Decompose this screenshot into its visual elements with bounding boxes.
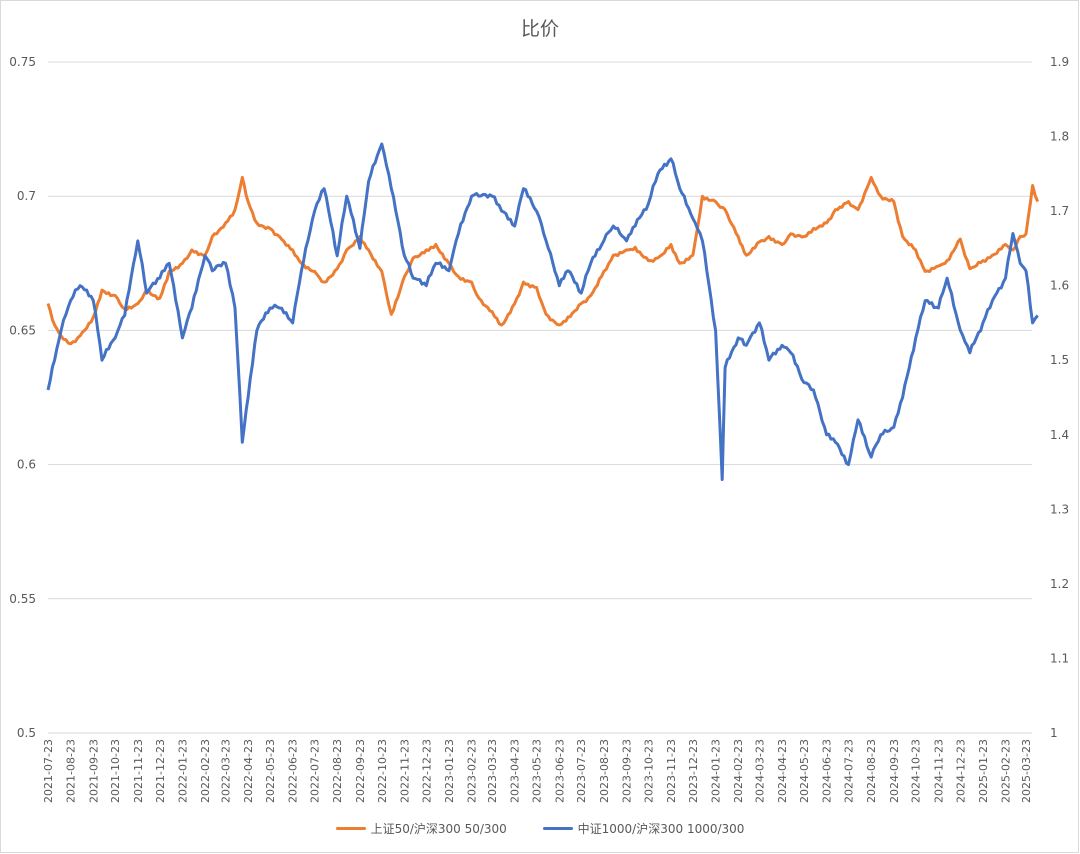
right-tick-label: 1.6 — [1050, 279, 1069, 293]
x-tick-label: 2024-03-23 — [753, 739, 766, 803]
x-axis: 2021-07-23 2021-08-23 2021-09-23 2021-10-23… — [42, 739, 1033, 803]
x-tick-label: 2024-12-23 — [954, 739, 967, 803]
x-tick-label: 2021-09-23 — [87, 739, 100, 803]
x-tick-label: 2023-09-23 — [620, 739, 633, 803]
x-tick-label: 2024-02-23 — [732, 739, 745, 803]
series-line-sz50 — [46, 175, 1040, 346]
x-tick-label: 2023-01-23 — [443, 739, 456, 803]
right-y-axis: 1 1.1 1.2 1.3 1.4 1.5 1.6 1.7 1.8 1.9 — [1050, 55, 1069, 740]
x-tick-label: 2022-01-23 — [176, 739, 189, 803]
left-tick-label: 0.55 — [9, 592, 36, 606]
right-tick-label: 1.1 — [1050, 651, 1069, 665]
x-tick-label: 2023-02-23 — [466, 739, 479, 803]
x-tick-label: 2022-11-23 — [398, 739, 411, 803]
series-line-zz1000 — [46, 142, 1039, 481]
x-tick-label: 2022-02-23 — [199, 739, 212, 803]
x-tick-label: 2021-12-23 — [154, 739, 167, 803]
x-tick-label: 2023-12-23 — [687, 739, 700, 803]
x-tick-label: 2024-06-23 — [821, 739, 834, 803]
x-tick-label: 2025-01-23 — [977, 739, 990, 803]
x-tick-label: 2022-07-23 — [309, 739, 322, 803]
right-tick-label: 1.9 — [1050, 55, 1069, 69]
x-tick-label: 2021-10-23 — [109, 739, 122, 803]
legend: 上证50/沪深300 50/300 中证1000/沪深300 1000/300 — [0, 819, 1080, 837]
legend-label-zz1000: 中证1000/沪深300 1000/300 — [577, 822, 745, 836]
x-tick-label: 2024-05-23 — [798, 739, 811, 803]
legend-label-sz50: 上证50/沪深300 50/300 — [370, 822, 507, 836]
x-tick-label: 2025-03-23 — [1020, 739, 1033, 803]
x-tick-label: 2024-04-23 — [776, 739, 789, 803]
x-tick-label: 2022-06-23 — [287, 739, 300, 803]
x-tick-label: 2022-04-23 — [242, 739, 255, 803]
x-tick-label: 2021-08-23 — [65, 739, 78, 803]
gridlines — [48, 61, 1032, 734]
left-tick-label: 0.5 — [17, 726, 36, 740]
x-tick-label: 2025-02-23 — [1000, 739, 1013, 803]
x-tick-label: 2024-10-23 — [910, 739, 923, 803]
chart-title: 比价 — [520, 18, 559, 40]
series-layer — [46, 142, 1040, 481]
x-tick-label: 2022-12-23 — [420, 739, 433, 803]
x-tick-label: 2024-08-23 — [865, 739, 878, 803]
legend-item-zz1000: 中证1000/沪深300 1000/300 — [542, 820, 745, 837]
x-tick-label: 2023-07-23 — [575, 739, 588, 803]
x-tick-label: 2022-03-23 — [219, 739, 232, 803]
legend-item-sz50: 上证50/沪深300 50/300 — [335, 820, 507, 837]
x-tick-label: 2023-10-23 — [642, 739, 655, 803]
right-tick-label: 1.8 — [1050, 130, 1069, 144]
x-tick-label: 2023-03-23 — [486, 739, 499, 803]
left-tick-label: 0.65 — [9, 323, 36, 337]
legend-swatch-zz1000 — [542, 827, 573, 830]
x-tick-label: 2021-11-23 — [132, 739, 145, 803]
x-tick-label: 2024-07-23 — [843, 739, 856, 803]
right-tick-label: 1.7 — [1050, 204, 1069, 218]
x-tick-label: 2024-11-23 — [932, 739, 945, 803]
x-tick-label: 2023-05-23 — [531, 739, 544, 803]
x-tick-label: 2023-06-23 — [553, 739, 566, 803]
x-tick-label: 2023-04-23 — [509, 739, 522, 803]
x-tick-label: 2024-09-23 — [888, 739, 901, 803]
x-tick-label: 2023-08-23 — [598, 739, 611, 803]
left-tick-label: 0.75 — [9, 55, 36, 69]
right-tick-label: 1.5 — [1050, 353, 1069, 367]
x-tick-label: 2022-09-23 — [354, 739, 367, 803]
x-tick-label: 2021-07-23 — [42, 739, 55, 803]
legend-swatch-sz50 — [335, 827, 366, 830]
x-tick-label: 2022-10-23 — [376, 739, 389, 803]
left-tick-label: 0.7 — [17, 189, 36, 203]
x-tick-label: 2023-11-23 — [665, 739, 678, 803]
x-tick-label: 2024-01-23 — [710, 739, 723, 803]
right-tick-label: 1.2 — [1050, 577, 1069, 591]
left-y-axis: 0.5 0.55 0.6 0.65 0.7 0.75 — [9, 55, 36, 740]
right-tick-label: 1.4 — [1050, 428, 1069, 442]
left-tick-label: 0.6 — [17, 458, 36, 472]
x-tick-label: 2022-05-23 — [264, 739, 277, 803]
right-tick-label: 1 — [1050, 726, 1058, 740]
right-tick-label: 1.3 — [1050, 502, 1069, 516]
x-tick-label: 2022-08-23 — [331, 739, 344, 803]
